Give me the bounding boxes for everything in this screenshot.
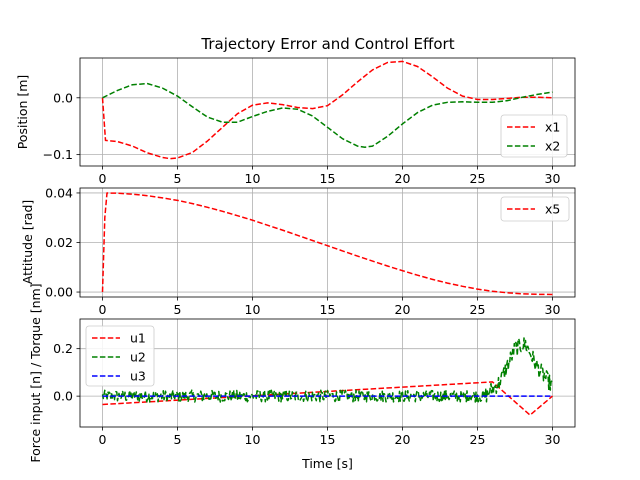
legend-label-x5: x5 (545, 202, 560, 217)
x-tick-label: 30 (545, 432, 561, 447)
legend-box (85, 325, 155, 387)
x-tick-label: 25 (470, 302, 486, 317)
y-axis-label: Force input [n] / Torque [nm] (28, 283, 43, 462)
series-line-x1 (101, 60, 553, 160)
x-tick-label: 15 (320, 302, 336, 317)
x-tick-label: 5 (174, 171, 182, 186)
x-tick-label: 25 (470, 432, 486, 447)
legend-label-u1: u1 (130, 331, 146, 346)
y-tick-label: 0.02 (45, 235, 73, 250)
legend-label-x1: x1 (545, 120, 560, 135)
y-axis-label: Position [m] (15, 75, 30, 150)
chart-title: Trajectory Error and Control Effort (200, 35, 454, 53)
y-axis-label: Attitude [rad] (20, 200, 35, 285)
series-line-u1 (102, 381, 553, 416)
x-tick-label: 20 (395, 171, 411, 186)
legend: x5 (500, 196, 570, 222)
legend: u1 u2 u3 (85, 325, 155, 387)
x-tick-label: 15 (320, 171, 336, 186)
x-tick-label: 25 (470, 171, 486, 186)
x-tick-label: 30 (545, 171, 561, 186)
x-tick-label: 10 (245, 302, 261, 317)
x-tick-label: 10 (245, 171, 261, 186)
x-tick-label: 0 (99, 171, 107, 186)
series-line-x2 (102, 82, 553, 148)
legend-label-x2: x2 (545, 139, 560, 154)
y-tick-label: 0.2 (53, 341, 73, 356)
x-tick-label: 20 (395, 302, 411, 317)
x-tick-label: 0 (99, 432, 107, 447)
y-tick-label: 0.00 (45, 285, 73, 300)
legend-label-u2: u2 (130, 350, 146, 365)
x-tick-label: 15 (320, 432, 336, 447)
series-line-u2 (101, 337, 554, 403)
y-tick-label: −0.1 (43, 147, 73, 162)
subplot-2: 0 5 10 15 20 25 30 0.00 0.02 0.04 Attitude [rad] x5 (20, 185, 576, 317)
x-tick-label: 0 (99, 302, 107, 317)
y-tick-label: 0.0 (53, 389, 73, 404)
x-tick-label: 30 (545, 302, 561, 317)
y-tick-label: 0.04 (45, 185, 73, 200)
x-axis-label: Time [s] (301, 456, 353, 471)
x-tick-label: 5 (174, 302, 182, 317)
legend-label-u3: u3 (130, 369, 146, 384)
x-tick-label: 5 (174, 432, 182, 447)
subplot-3: 0 5 10 15 20 25 30 0.0 0.2 Force input [n] / Torq… (28, 283, 576, 471)
y-tick-label: 0.0 (53, 90, 73, 105)
x-tick-label: 10 (245, 432, 261, 447)
x-tick-label: 20 (395, 432, 411, 447)
series-line-x5 (101, 192, 553, 296)
